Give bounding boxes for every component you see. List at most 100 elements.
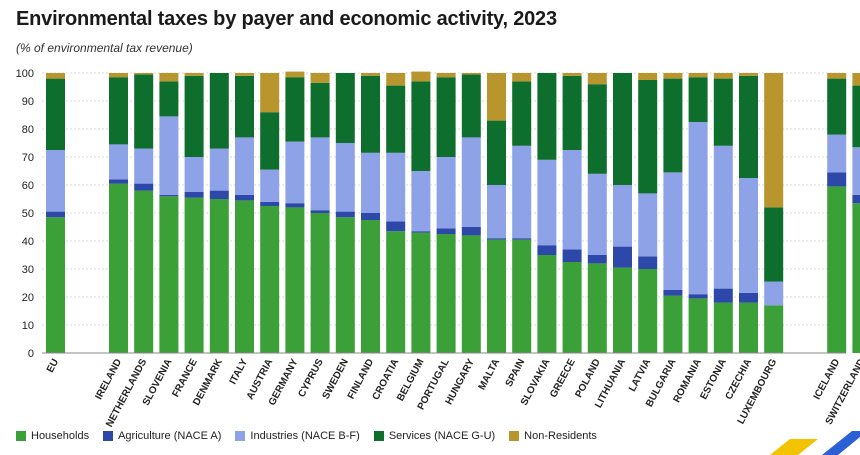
- bar-segment: [487, 73, 506, 121]
- bar-segment: [134, 74, 154, 149]
- bar-segment: [827, 134, 847, 173]
- bar-segment: [310, 82, 330, 138]
- y-tick-label: 20: [22, 292, 34, 304]
- bar-segment: [209, 190, 229, 199]
- bar-segment: [739, 75, 758, 178]
- bar-segment: [134, 73, 154, 75]
- bar-segment: [109, 77, 128, 145]
- bar-segment: [386, 85, 406, 153]
- bar-segment: [260, 73, 280, 113]
- bar-segment: [184, 73, 204, 76]
- y-tick-label: 10: [22, 320, 34, 332]
- bar-segment: [260, 112, 280, 170]
- bar-segment: [739, 302, 758, 353]
- bar-segment: [638, 80, 658, 194]
- legend-item-agriculture: Agriculture (NACE A): [103, 430, 221, 442]
- bar-segment: [436, 234, 456, 353]
- bar-segment: [487, 185, 506, 239]
- bar-segment: [852, 85, 860, 148]
- bar-segment: [209, 199, 229, 353]
- bar-segment: [688, 122, 708, 295]
- bar-segment: [159, 73, 179, 82]
- bar-segment: [713, 78, 733, 146]
- bar-segment: [285, 141, 305, 204]
- bar-segment: [852, 147, 860, 195]
- bar-segment: [764, 73, 784, 208]
- bar-segment: [184, 197, 204, 353]
- bar-segment: [109, 73, 128, 78]
- bar-segment: [184, 157, 204, 192]
- bar-segment: [310, 73, 330, 83]
- bar-segment: [512, 145, 532, 239]
- bar-segment: [688, 73, 708, 78]
- bar-segment: [134, 183, 154, 191]
- bar-segment: [827, 78, 847, 135]
- bar-segment: [386, 221, 406, 232]
- bar-segment: [260, 206, 280, 353]
- bar-segment: [109, 179, 128, 184]
- bar-segment: [184, 75, 204, 157]
- bar-segment: [852, 194, 860, 204]
- bar-segment: [827, 73, 847, 79]
- legend-swatch-services: [373, 431, 384, 441]
- legend-item-non-residents: Non-Residents: [509, 430, 597, 442]
- bar-segment: [587, 263, 607, 353]
- bar-segment: [487, 120, 506, 185]
- bar-segment: [487, 239, 506, 353]
- bar-segment: [46, 150, 65, 212]
- bar-segment: [285, 77, 305, 142]
- legend-label-non-residents: Non-Residents: [524, 430, 597, 442]
- y-tick-label: 30: [22, 264, 34, 276]
- bar-segment: [335, 217, 355, 353]
- chart-subtitle: (% of environmental tax revenue): [16, 41, 193, 55]
- y-tick-label: 70: [22, 152, 34, 164]
- bar-segment: [638, 73, 658, 80]
- bar-segment: [663, 172, 683, 290]
- bar-segment: [461, 235, 481, 353]
- bar-segment: [688, 77, 708, 122]
- bar-segment: [827, 186, 847, 353]
- legend-label-households: Households: [31, 430, 90, 442]
- bar-segment: [461, 73, 481, 75]
- bar-segment: [361, 220, 380, 353]
- bar-segment: [411, 81, 431, 171]
- bar-segment: [361, 152, 380, 213]
- bar-segment: [411, 231, 431, 233]
- bar-segment: [361, 73, 380, 76]
- x-tick-label: ITALY: [228, 357, 251, 386]
- bar-segment: [386, 152, 406, 222]
- bar-segment: [537, 159, 557, 246]
- bar-segment: [562, 262, 582, 353]
- bar-segment: [827, 172, 847, 187]
- bar-segment: [562, 75, 582, 150]
- bar-segment: [159, 81, 179, 117]
- bar-segment: [587, 255, 607, 264]
- legend-item-households: Households: [16, 430, 89, 442]
- bar-segment: [285, 203, 305, 208]
- x-tick-label: MALTA: [477, 357, 502, 392]
- bar-segment: [512, 239, 532, 353]
- bar-segment: [335, 73, 355, 143]
- x-tick-label: LATVIA: [627, 357, 653, 393]
- legend-label-agriculture: Agriculture (NACE A): [118, 430, 222, 442]
- bar-segment: [285, 207, 305, 353]
- bar-segment: [235, 75, 254, 138]
- chart-title: Environmental taxes by payer and economi…: [16, 8, 557, 30]
- y-tick-label: 80: [22, 124, 34, 136]
- bar-segment: [209, 73, 229, 149]
- y-tick-label: 40: [22, 236, 34, 248]
- bar-segment: [411, 232, 431, 353]
- bar-segment: [461, 227, 481, 236]
- bar-segment: [537, 255, 557, 353]
- bar-segment: [739, 73, 758, 76]
- bar-segment: [335, 211, 355, 218]
- bar-segment: [852, 73, 860, 86]
- bar-segment: [411, 71, 431, 82]
- bar-segment: [613, 267, 632, 353]
- bar-segment: [461, 74, 481, 138]
- bar-segment: [487, 238, 506, 240]
- bar-segment: [235, 194, 254, 201]
- bar-segment: [512, 238, 532, 240]
- bar-segment: [713, 73, 733, 79]
- bar-segment: [587, 84, 607, 174]
